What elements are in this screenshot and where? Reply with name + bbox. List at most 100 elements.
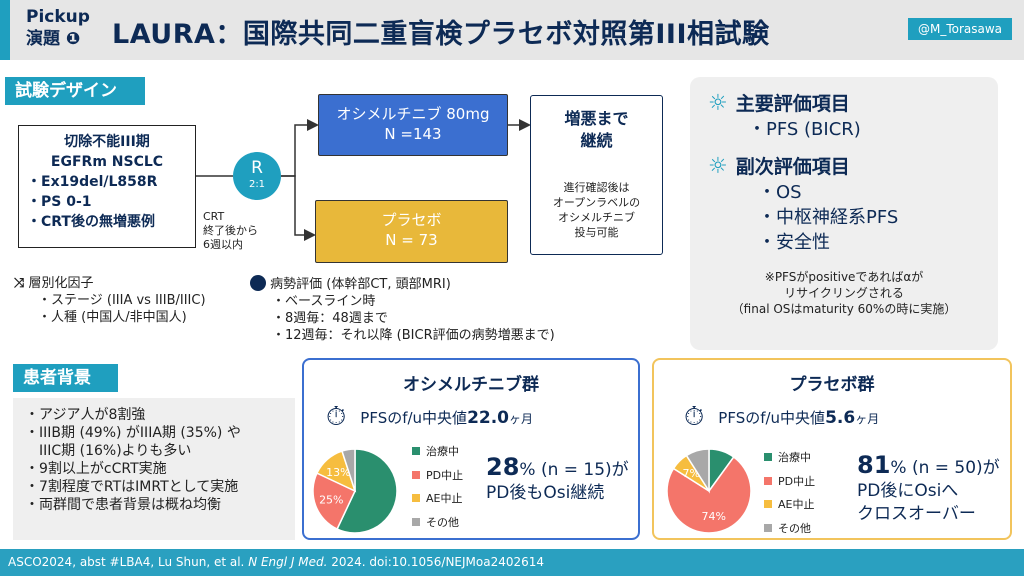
- background-box: ・アジア人が8割強 ・IIIB期 (49%) がIIIA期 (35%) や II…: [13, 398, 295, 540]
- assessment-item: ・12週毎：それ以降 (BICR評価の病勢増悪まで): [272, 328, 555, 343]
- panel-title: プラセボ群: [789, 375, 875, 395]
- legend-swatch: [412, 470, 420, 479]
- accent-bar: [0, 0, 10, 60]
- population-bullet: ・PS 0-1: [27, 194, 92, 210]
- continue-note: 投与可能: [574, 226, 619, 239]
- session-number: ❶: [65, 29, 81, 49]
- legend-swatch: [764, 523, 772, 532]
- lightbulb-icon: ☼: [708, 154, 728, 179]
- assessment-item: ・8週毎：48週まで: [272, 311, 388, 326]
- pie-slice-3: [685, 448, 710, 494]
- secondary-endpoint: ・安全性: [758, 232, 830, 253]
- arm-name: オシメルチニブ 80mg: [336, 105, 490, 123]
- osimertinib-panel: オシメルチニブ群 ⏱ PFSのf/u中央値22.0ヶ月 25% 13% 治療中 PD…: [302, 358, 640, 540]
- result-text: PD後にOsiへ: [857, 481, 959, 501]
- continue-note: 進行確認後は: [563, 181, 630, 194]
- panel-title: オシメルチニブ群: [403, 375, 539, 395]
- legend-item: その他: [778, 521, 811, 535]
- assessment-item: ・ベースライン時: [272, 294, 376, 309]
- pie-label: 13%: [326, 466, 350, 479]
- stratification: ⤨ 層別化因子 ・ステージ (IIIA vs IIIB/IIIC) ・人種 (中…: [14, 275, 206, 326]
- randomization-ratio: 2:1: [248, 179, 266, 190]
- pfs-value: 5.6: [825, 408, 856, 428]
- pie-label: 74%: [701, 510, 725, 523]
- population-line: 切除不能III期: [64, 134, 150, 150]
- legend-swatch: [412, 517, 420, 526]
- arm-osimertinib: オシメルチニブ 80mg N =143: [318, 94, 508, 156]
- pie-chart-osimertinib: 25% 13%: [312, 448, 398, 534]
- background-item: ・IIIB期 (49%) がIIIA期 (35%) や: [25, 425, 241, 441]
- footer-citation: ASCO2024, abst #LBA4, Lu Shun, et al. N …: [0, 549, 1024, 576]
- randomization-circle: R 2:1: [233, 152, 281, 200]
- legend-item: AE中止: [426, 492, 463, 505]
- crt-note-line: 終了後から: [203, 224, 258, 237]
- page-title: LAURA：国際共同二重盲検プラセボ対照第III相試験: [112, 19, 770, 50]
- pie-chart-placebo: 74%7%: [666, 448, 752, 534]
- legend-item: PD中止: [778, 474, 816, 488]
- scanner-icon: [250, 275, 266, 291]
- author-tag: @M_Torasawa: [908, 18, 1012, 40]
- arrow-to-arm2: [281, 175, 316, 241]
- section-label-background: 患者背景: [13, 364, 118, 392]
- background-item: ・7割程度でRTはIMRTとして実施: [25, 479, 239, 495]
- arm-placebo: プラセボ N = 73: [315, 200, 508, 263]
- note-line: ※PFSがpositiveであればαが: [764, 270, 924, 284]
- legend-swatch: [412, 447, 420, 455]
- population-bullet: ・Ex19del/L858R: [27, 174, 158, 190]
- primary-endpoint: ・PFS (BICR): [748, 119, 861, 140]
- secondary-endpoint-title: 副次評価項目: [735, 156, 850, 178]
- crt-note: CRT 終了後から 6週以内: [203, 210, 258, 252]
- pfs-unit: ヶ月: [855, 412, 880, 426]
- result-text: % (n = 15)が: [519, 460, 629, 480]
- arm-name: プラセボ: [381, 211, 442, 229]
- flow-arrows: [196, 119, 531, 241]
- continue-note: オープンラベルの: [552, 196, 641, 209]
- randomization-label: R: [251, 158, 263, 178]
- assessment: 病勢評価 (体幹部CT, 頭部MRI) ・ベースライン時 ・8週毎：48週まで …: [250, 275, 555, 344]
- arrow-to-arm1: [281, 119, 319, 177]
- pie-slice-1: [312, 472, 356, 531]
- header: [0, 0, 1024, 60]
- background-item: ・両群間で患者背景は概ね均衡: [25, 497, 221, 513]
- background-item: ・アジア人が8割強: [25, 407, 146, 423]
- stopwatch-icon: ⏱: [326, 402, 347, 432]
- citation-text: ASCO2024, abst #LBA4, Lu Shun, et al.: [8, 555, 249, 569]
- note-line: （final OSはmaturity 60%の時に実施）: [731, 302, 957, 316]
- crt-note-line: 6週以内: [203, 238, 243, 251]
- pie-slice-1: [666, 455, 752, 534]
- continue-title: 増悪まで: [564, 109, 629, 128]
- legend-swatch: [764, 476, 772, 485]
- session-text: 演題: [26, 29, 60, 49]
- pfs-value: 22.0: [467, 408, 510, 428]
- shuffle-icon: ⤨: [14, 276, 25, 291]
- result-percent: 28: [486, 453, 520, 481]
- lightbulb-icon: ☼: [708, 91, 728, 116]
- population-bullet: ・CRT後の無増悪例: [27, 214, 155, 230]
- session-label: Pickup 演題 ❶: [26, 6, 90, 50]
- citation-journal: N Engl J Med.: [248, 555, 328, 569]
- placebo-panel: プラセボ群 ⏱ PFSのf/u中央値5.6ヶ月 74% 7% 治療中 PD中止 AE…: [652, 358, 1012, 540]
- legend-item: PD中止: [426, 468, 464, 482]
- primary-endpoint-title: 主要評価項目: [735, 93, 850, 115]
- assessment-title: 病勢評価 (体幹部CT, 頭部MRI): [270, 277, 451, 292]
- secondary-endpoint: ・中枢神経系PFS: [758, 207, 899, 228]
- legend-swatch: [412, 494, 420, 502]
- legend-item: AE中止: [778, 498, 815, 511]
- pie-slice-0: [336, 448, 398, 534]
- pfs-unit: ヶ月: [509, 412, 534, 426]
- stratification-title: 層別化因子: [28, 276, 94, 291]
- background-item: IIIC期 (16%)よりも多い: [25, 443, 192, 459]
- result-text: クロスオーバー: [857, 504, 976, 524]
- continue-box: 増悪まで 継続 進行確認後は オープンラベルの オシメルチニブ 投与可能: [530, 95, 663, 255]
- note-line: リサイクリングされる: [784, 286, 904, 300]
- arm-n: N =143: [384, 125, 442, 143]
- legend-item: その他: [426, 515, 459, 529]
- pie-label: 25%: [319, 494, 343, 507]
- stratification-item: ・人種 (中国人/非中国人): [38, 310, 187, 325]
- continue-note: オシメルチニブ: [558, 211, 635, 224]
- arm-n: N = 73: [385, 231, 438, 249]
- legend-item: 治療中: [426, 445, 459, 458]
- stopwatch-icon: ⏱: [684, 402, 705, 432]
- population-box: 切除不能III期 EGFRm NSCLC ・Ex19del/L858R ・PS …: [18, 125, 196, 248]
- pfs-label: PFSのf/u中央値: [360, 409, 468, 427]
